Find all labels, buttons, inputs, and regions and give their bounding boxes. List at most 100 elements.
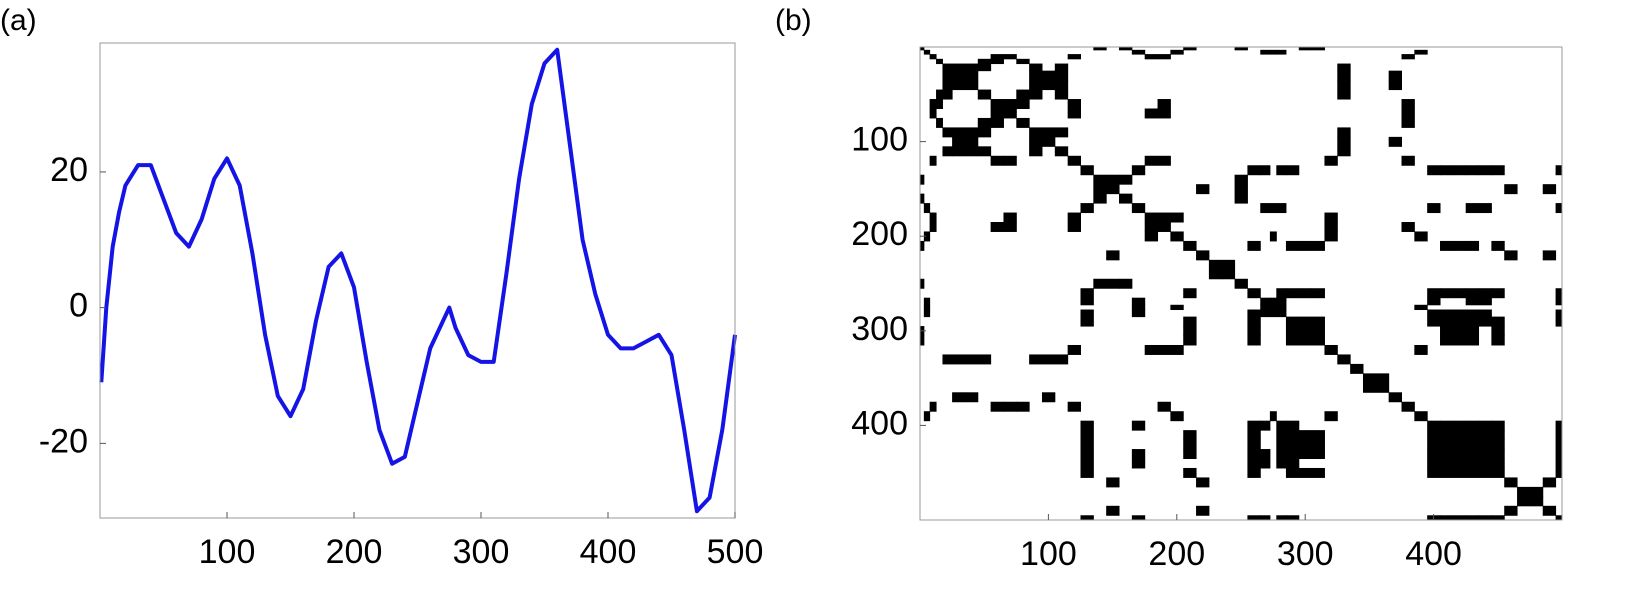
recurrence-cell (1269, 309, 1277, 318)
recurrence-cell (1276, 515, 1287, 521)
recurrence-cell (920, 47, 925, 51)
recurrence-cell (1276, 430, 1287, 441)
recurrence-cell (920, 335, 925, 346)
recurrence-cell (1298, 335, 1313, 346)
recurrence-cell (1247, 449, 1261, 460)
recurrence-cell (1555, 297, 1563, 306)
recurrence-cell (1144, 222, 1159, 232)
recurrence-cell (1414, 411, 1428, 422)
recurrence-cell (1478, 165, 1492, 176)
recurrence-cell (1183, 467, 1197, 478)
recurrence-cell (1388, 136, 1402, 147)
recurrence-cell (1016, 89, 1030, 100)
recurrence-cell (1285, 439, 1300, 450)
recurrence-cell (1478, 467, 1492, 478)
recurrence-cell (1440, 309, 1454, 318)
recurrence-cell (936, 117, 943, 128)
recurrence-cell (1452, 430, 1467, 441)
recurrence-cell (990, 117, 1004, 128)
recurrence-cell (1324, 344, 1338, 355)
recurrence-cell (1170, 212, 1184, 223)
recurrence-cell (1440, 316, 1454, 327)
recurrence-cell (964, 354, 979, 365)
recurrence-cell (1324, 231, 1338, 242)
recurrence-cell (1276, 203, 1287, 214)
recurrence-cell (1465, 203, 1480, 214)
recurrence-cell (1478, 288, 1492, 299)
recurrence-cell (1106, 278, 1120, 289)
panel-label: (a) (0, 4, 37, 37)
recurrence-cell (936, 58, 943, 65)
recurrence-cell (1427, 165, 1441, 176)
recurrence-cell (1388, 80, 1402, 91)
recurrence-cell (1491, 316, 1505, 327)
recurrence-cell (1452, 326, 1467, 337)
recurrence-cell (1144, 155, 1159, 166)
recurrence-cell (1080, 316, 1094, 327)
recurrence-cell (1465, 515, 1480, 521)
recurrence-cell (1269, 203, 1277, 214)
recurrence-cell (1247, 420, 1261, 431)
recurrence-cell (1106, 505, 1120, 516)
recurrence-cell (1093, 193, 1107, 204)
recurrence-cell (1183, 449, 1197, 460)
recurrence-cell (977, 89, 992, 100)
recurrence-cell (1350, 363, 1364, 374)
recurrence-cell (1170, 231, 1184, 242)
recurrence-cell (1080, 203, 1094, 214)
recurrence-cell (990, 401, 1004, 412)
recurrence-cell (1183, 47, 1197, 51)
recurrence-cell (1440, 326, 1454, 337)
recurrence-cell (1080, 515, 1094, 521)
recurrence-cell (1269, 231, 1277, 242)
recurrence-cell (1247, 458, 1261, 469)
recurrence-cell (1247, 467, 1261, 478)
x-tick-label: 300 (453, 533, 510, 571)
recurrence-cell (1276, 439, 1287, 450)
recurrence-cell (1276, 297, 1287, 306)
recurrence-cell (1491, 240, 1505, 251)
x-tick-label: 500 (707, 533, 764, 571)
recurrence-cell (964, 70, 979, 81)
recurrence-cell (1029, 136, 1043, 147)
recurrence-cell (1504, 250, 1518, 261)
recurrence-cell (1440, 335, 1454, 346)
recurrence-cell (1311, 288, 1325, 299)
recurrence-cell (1504, 477, 1518, 488)
recurrence-cell (1260, 458, 1271, 469)
recurrence-cell (1016, 117, 1030, 128)
recurrence-cell (1465, 458, 1480, 469)
recurrence-cell (1247, 335, 1261, 346)
recurrence-cell (1029, 146, 1043, 157)
recurrence-cell (1465, 449, 1480, 460)
recurrence-cell (1491, 430, 1505, 441)
recurrence-cell (1465, 165, 1480, 176)
recurrence-cell (964, 63, 979, 72)
recurrence-cell (920, 278, 925, 289)
recurrence-cell (929, 212, 937, 223)
recurrence-cell (1080, 309, 1094, 318)
recurrence-cell (1440, 430, 1454, 441)
recurrence-cell (1029, 70, 1043, 81)
recurrence-cell (1285, 288, 1300, 299)
recurrence-cell (1542, 477, 1557, 488)
recurrence-cell (1465, 326, 1480, 337)
recurrence-cell (1131, 297, 1146, 306)
recurrence-cell (1285, 467, 1300, 478)
recurrence-cell (1529, 496, 1544, 507)
x-tick-label: 200 (1148, 535, 1205, 573)
recurrence-cell (1208, 269, 1223, 280)
recurrence-cell (923, 49, 931, 55)
recurrence-cell (1478, 309, 1492, 318)
recurrence-cell (1080, 467, 1094, 478)
recurrence-cell (1276, 449, 1287, 460)
recurrence-cell (1131, 49, 1146, 55)
recurrence-cell (929, 108, 937, 119)
recurrence-cell (1517, 486, 1531, 497)
axes-frame (99, 42, 736, 519)
recurrence-cell (1555, 467, 1563, 478)
recurrence-cell (942, 354, 953, 365)
recurrence-cell (964, 136, 979, 147)
recurrence-cell (1555, 316, 1563, 327)
recurrence-cell (1555, 203, 1563, 214)
